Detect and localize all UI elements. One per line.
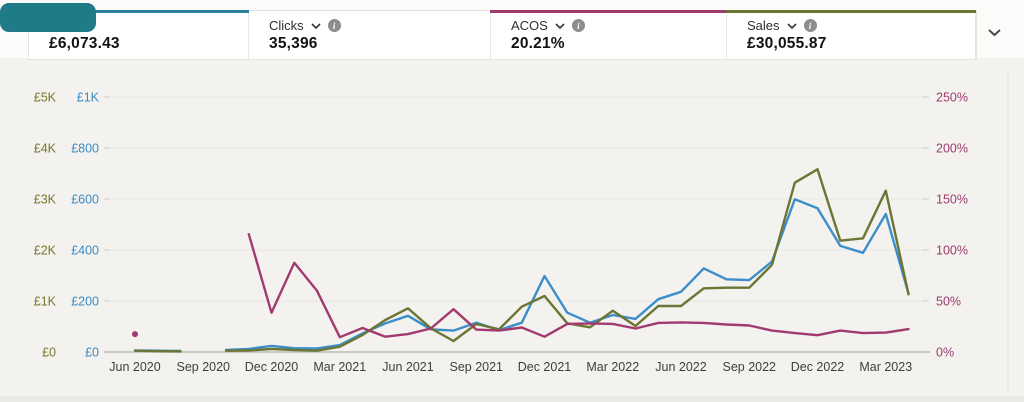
svg-text:150%: 150% [936, 193, 968, 207]
svg-text:£800: £800 [71, 142, 99, 156]
svg-text:200%: 200% [936, 142, 968, 156]
svg-text:£0: £0 [42, 346, 56, 360]
svg-text:Dec 2022: Dec 2022 [791, 360, 845, 374]
svg-text:Dec 2021: Dec 2021 [518, 360, 572, 374]
svg-text:Sep 2020: Sep 2020 [176, 360, 230, 374]
metric-card-acos[interactable]: ACOS i 20.21% [490, 10, 727, 59]
teal-overlay [0, 3, 96, 32]
svg-text:£200: £200 [71, 295, 99, 309]
svg-text:0%: 0% [936, 346, 954, 360]
sales-accent [726, 10, 976, 13]
sales-value: £30,055.87 [747, 35, 827, 52]
svg-text:£0: £0 [85, 346, 99, 360]
svg-text:Mar 2022: Mar 2022 [586, 360, 639, 374]
metric-card-1-value: £6,073.43 [49, 35, 120, 52]
chevron-down-icon[interactable] [311, 22, 321, 29]
svg-text:250%: 250% [936, 91, 968, 105]
svg-text:Jun 2021: Jun 2021 [382, 360, 433, 374]
svg-text:£2K: £2K [34, 244, 57, 258]
info-icon[interactable]: i [571, 19, 585, 32]
svg-text:Sep 2022: Sep 2022 [722, 360, 776, 374]
svg-text:Sep 2021: Sep 2021 [449, 360, 503, 374]
svg-text:100%: 100% [936, 244, 968, 258]
chevron-down-icon[interactable] [786, 22, 797, 29]
info-icon[interactable]: i [327, 19, 341, 32]
svg-text:£600: £600 [71, 193, 99, 207]
svg-text:50%: 50% [936, 295, 961, 309]
clicks-label: Clicks [269, 18, 304, 33]
clicks-value: 35,396 [269, 35, 318, 52]
svg-text:£5K: £5K [34, 91, 57, 105]
svg-text:Jun 2020: Jun 2020 [109, 360, 160, 374]
chevron-down-icon[interactable] [555, 22, 565, 29]
metric-card-1[interactable]: £6,073.43 [28, 10, 249, 59]
svg-text:Dec 2020: Dec 2020 [245, 360, 299, 374]
bottom-edge-shade [0, 396, 1024, 402]
metric-cards-row: £6,073.43 Clicks i 35,396 ACOS i 20.21% … [28, 10, 977, 60]
metric-card-1-accent [28, 10, 249, 13]
collapse-chart-chevron-icon[interactable] [985, 26, 1004, 39]
acos-label: ACOS [511, 18, 548, 33]
chart-panel-background [0, 58, 1024, 402]
metric-card-sales[interactable]: Sales i £30,055.87 [726, 10, 976, 59]
svg-text:£1K: £1K [77, 91, 100, 105]
sales-label: Sales [747, 18, 780, 33]
svg-text:Mar 2023: Mar 2023 [859, 360, 912, 374]
acos-value: 20.21% [511, 35, 565, 52]
svg-text:£400: £400 [71, 244, 99, 258]
svg-text:Mar 2021: Mar 2021 [313, 360, 366, 374]
svg-text:£1K: £1K [34, 295, 57, 309]
info-icon[interactable]: i [803, 19, 817, 32]
metric-card-clicks[interactable]: Clicks i 35,396 [249, 11, 491, 59]
svg-text:£4K: £4K [34, 142, 57, 156]
svg-text:Jun 2022: Jun 2022 [655, 360, 706, 374]
acos-accent [490, 10, 727, 13]
svg-text:£3K: £3K [34, 193, 57, 207]
